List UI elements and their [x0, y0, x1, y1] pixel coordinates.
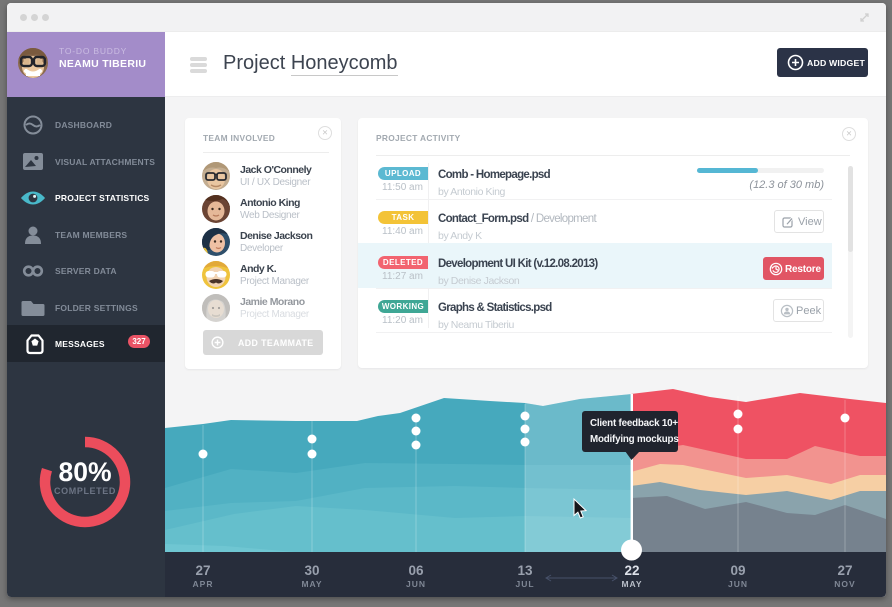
- svg-text:MAY: MAY: [301, 579, 322, 589]
- svg-text:27: 27: [837, 563, 852, 578]
- svg-text:13: 13: [517, 563, 533, 578]
- svg-text:JUN: JUN: [728, 579, 748, 589]
- svg-text:NOV: NOV: [834, 579, 855, 589]
- svg-text:JUL: JUL: [515, 579, 534, 589]
- svg-text:27: 27: [195, 563, 210, 578]
- svg-text:COMPLETED: COMPLETED: [54, 486, 116, 496]
- svg-text:JUN: JUN: [406, 579, 426, 589]
- svg-text:30: 30: [304, 563, 319, 578]
- svg-text:09: 09: [730, 563, 745, 578]
- svg-text:APR: APR: [193, 579, 214, 589]
- svg-text:Client feedback 10+: Client feedback 10+: [590, 418, 678, 429]
- svg-text:06: 06: [408, 563, 424, 578]
- svg-text:22: 22: [624, 563, 639, 578]
- svg-text:MAY: MAY: [621, 579, 642, 589]
- svg-text:Modifying mockups: Modifying mockups: [590, 434, 679, 445]
- svg-text:80%: 80%: [58, 457, 111, 487]
